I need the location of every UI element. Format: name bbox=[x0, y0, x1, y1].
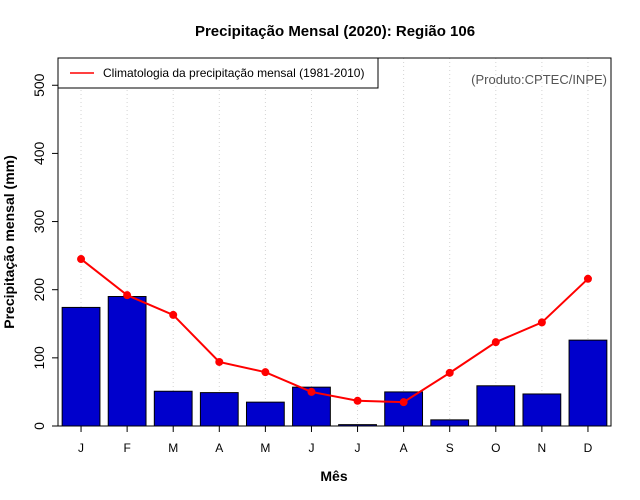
bar-5 bbox=[245, 401, 285, 427]
x-tick-label: J bbox=[78, 441, 84, 455]
chart-title: Precipitação Mensal (2020): Região 106 bbox=[195, 23, 475, 40]
bar-2 bbox=[107, 296, 147, 427]
x-tick-label: S bbox=[446, 441, 454, 455]
x-tick-label: M bbox=[168, 441, 178, 455]
climatology-point-5 bbox=[261, 368, 270, 377]
y-tick-label: 500 bbox=[31, 73, 47, 97]
x-tick-label: J bbox=[355, 441, 361, 455]
climatology-point-12 bbox=[583, 274, 592, 283]
climatology-point-1 bbox=[77, 255, 86, 264]
x-tick-label: N bbox=[538, 441, 547, 455]
y-tick-label: 0 bbox=[31, 422, 47, 430]
x-tick-label: F bbox=[123, 441, 130, 455]
y-tick-label: 100 bbox=[31, 346, 47, 370]
bar-series bbox=[61, 296, 608, 427]
y-axis: 0 100 200 300 400 500 bbox=[31, 73, 58, 430]
y-tick-label: 400 bbox=[31, 142, 47, 166]
legend-box bbox=[57, 57, 379, 89]
bar-4 bbox=[199, 392, 239, 427]
legend-label: Climatologia da precipitação mensal (198… bbox=[103, 66, 364, 80]
bar-1 bbox=[61, 306, 101, 427]
y-tick-label: 200 bbox=[31, 278, 47, 302]
gridlines bbox=[80, 58, 589, 426]
climatology-line bbox=[80, 258, 589, 404]
y-tick-label: 300 bbox=[31, 210, 47, 234]
climatology-point-4 bbox=[215, 357, 224, 366]
climatology-point-9 bbox=[445, 368, 454, 377]
climatology-point-2 bbox=[123, 291, 132, 300]
climatology-point-7 bbox=[353, 396, 362, 405]
bar-9 bbox=[430, 419, 470, 427]
bar-10 bbox=[476, 385, 516, 427]
x-tick-label: J bbox=[308, 441, 314, 455]
legend: Climatologia da precipitação mensal (198… bbox=[57, 57, 379, 89]
bar-11 bbox=[522, 393, 562, 427]
climatology-point-10 bbox=[491, 338, 500, 347]
climatology-point-6 bbox=[307, 387, 316, 396]
bar-12 bbox=[568, 339, 608, 427]
x-tick-label: O bbox=[491, 441, 500, 455]
x-tick-label: A bbox=[400, 441, 408, 455]
y-axis-label: Precipitação mensal (mm) bbox=[1, 155, 17, 329]
x-tick-label: A bbox=[215, 441, 223, 455]
bar-8 bbox=[384, 391, 424, 427]
climatology-series bbox=[77, 255, 592, 407]
climatology-point-8 bbox=[399, 398, 408, 407]
climatology-point-11 bbox=[537, 318, 546, 327]
climatology-point-3 bbox=[169, 310, 178, 319]
x-axis-label: Mês bbox=[320, 468, 347, 484]
x-tick-label: D bbox=[584, 441, 593, 455]
bar-3 bbox=[153, 390, 193, 427]
x-tick-label: M bbox=[260, 441, 270, 455]
source-annotation: (Produto:CPTEC/INPE) bbox=[471, 72, 607, 87]
